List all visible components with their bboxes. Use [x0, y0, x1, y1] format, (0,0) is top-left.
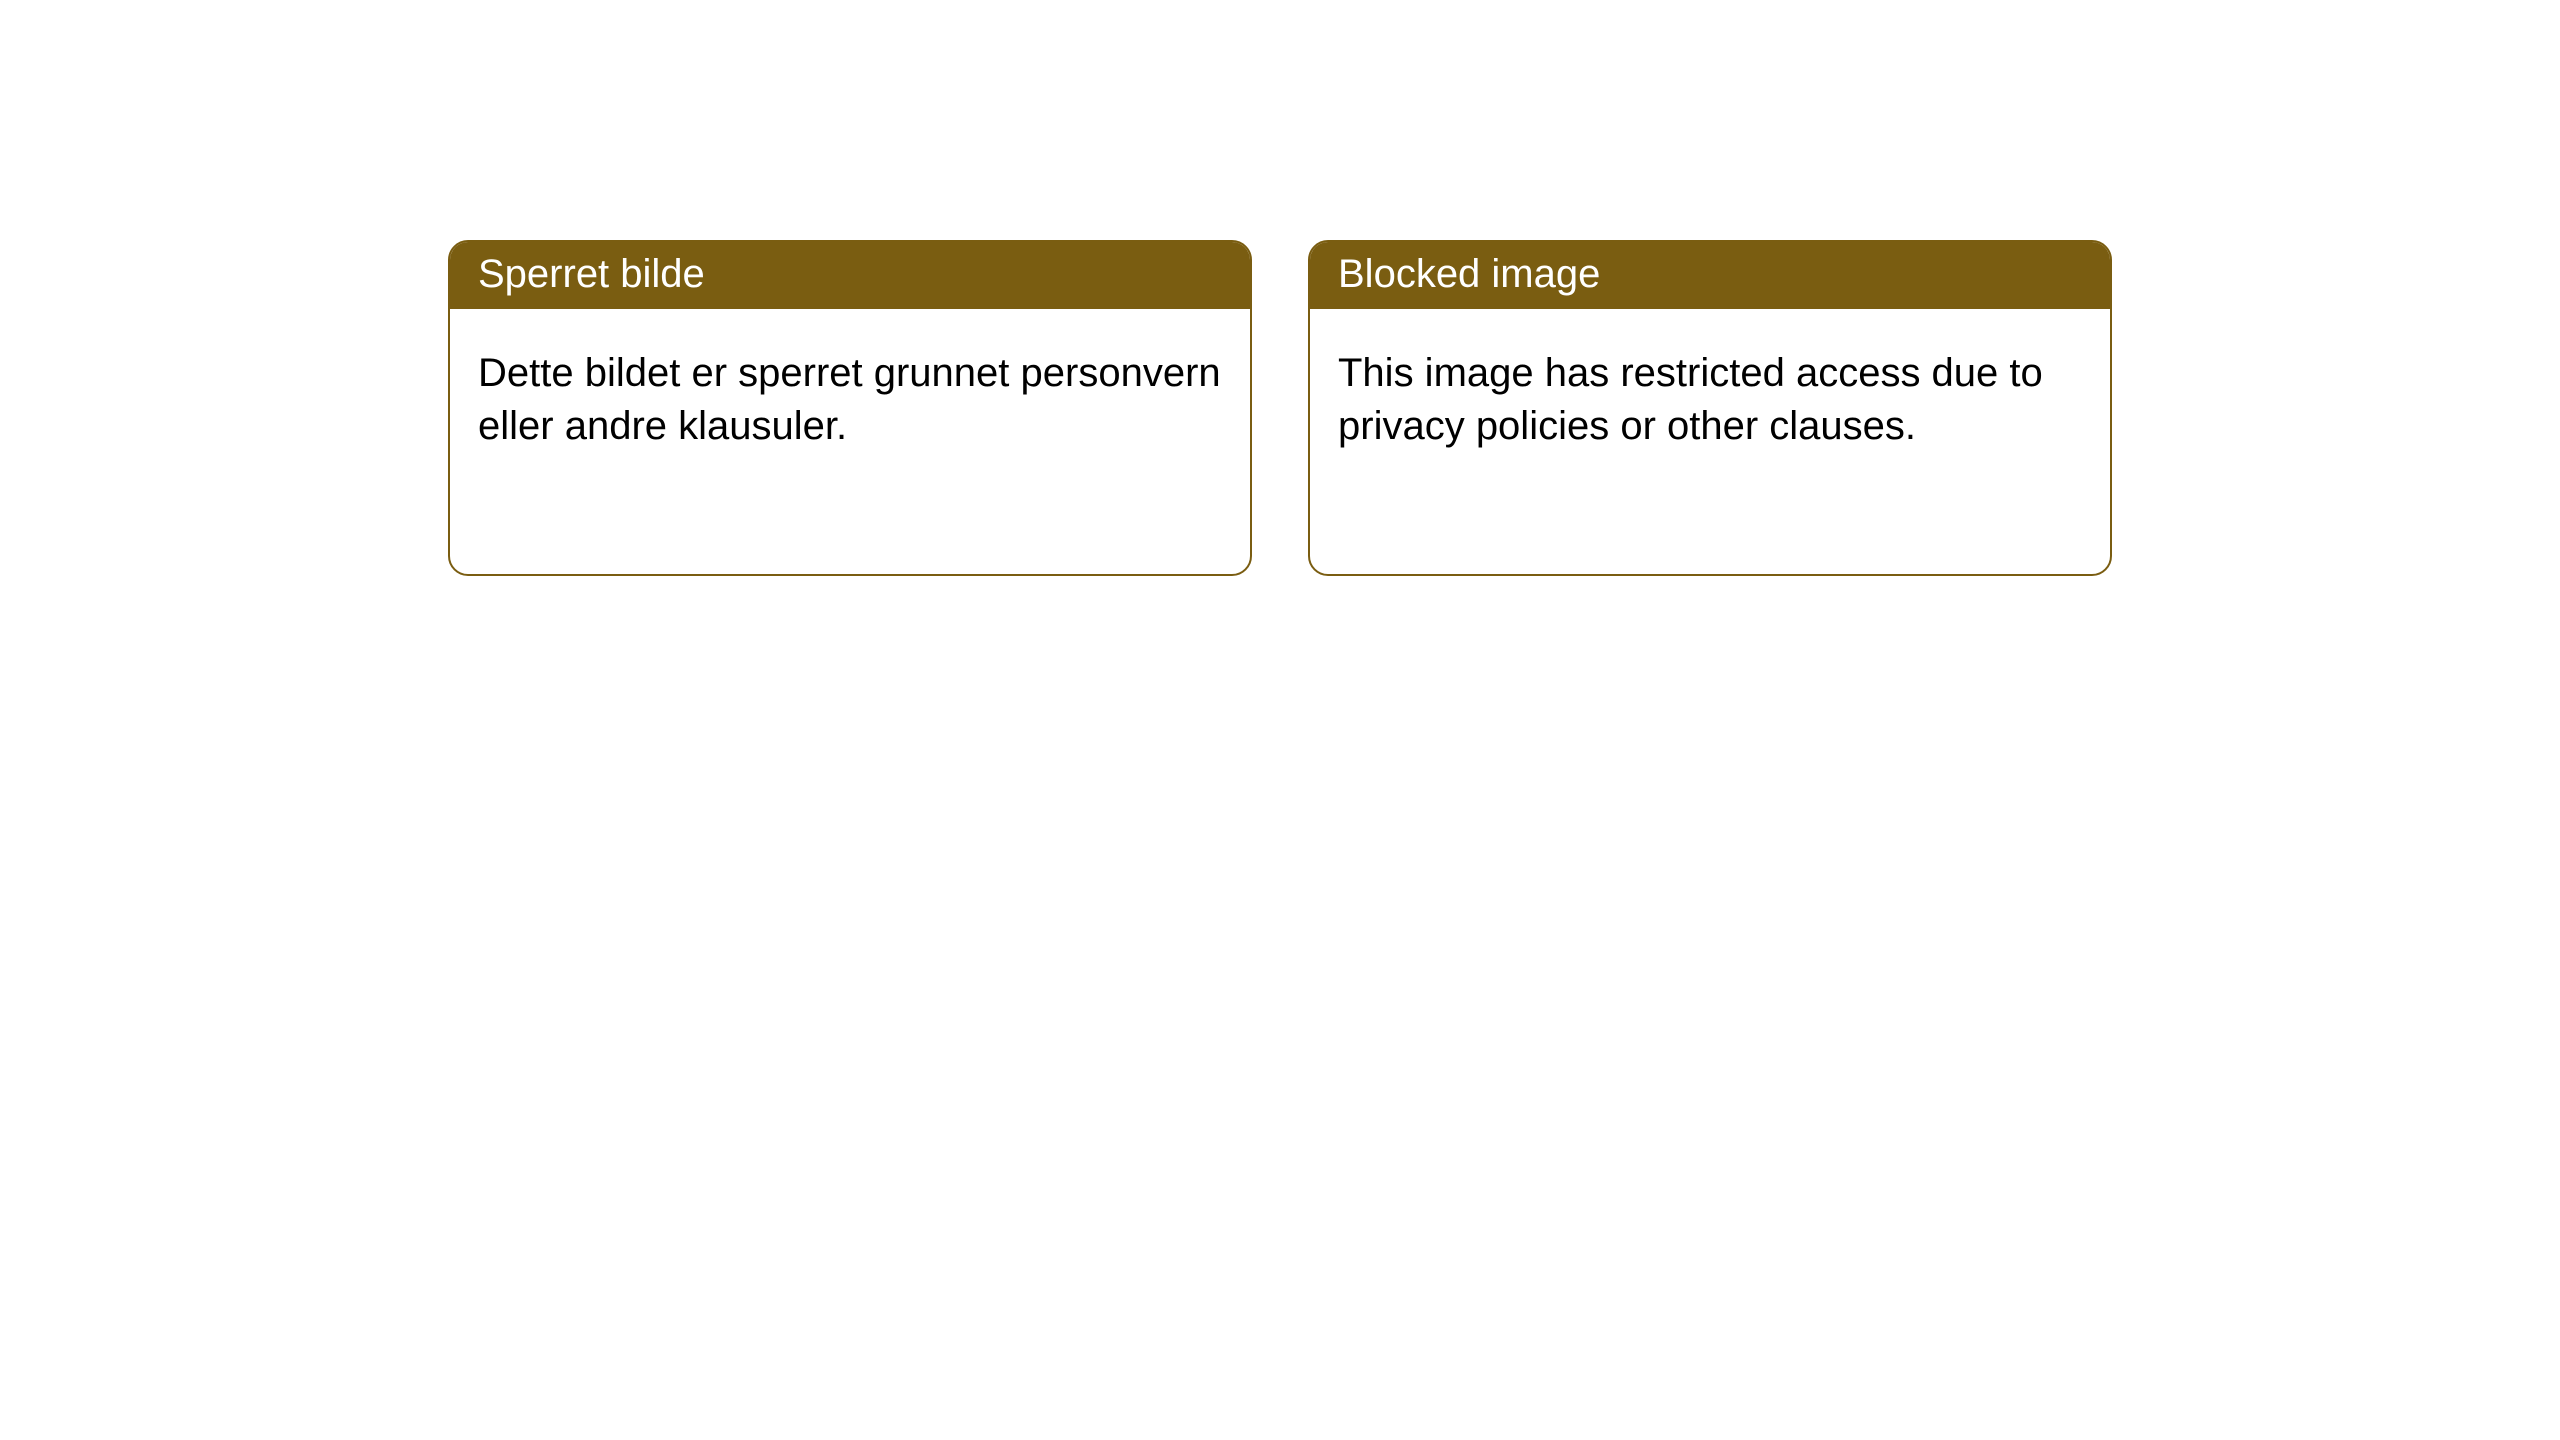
notice-card-norwegian: Sperret bilde Dette bildet er sperret gr…	[448, 240, 1252, 576]
notice-cards-container: Sperret bilde Dette bildet er sperret gr…	[0, 0, 2560, 576]
notice-card-title: Blocked image	[1310, 242, 2110, 309]
notice-card-body: Dette bildet er sperret grunnet personve…	[450, 309, 1250, 491]
notice-card-body: This image has restricted access due to …	[1310, 309, 2110, 491]
notice-card-title: Sperret bilde	[450, 242, 1250, 309]
notice-card-english: Blocked image This image has restricted …	[1308, 240, 2112, 576]
